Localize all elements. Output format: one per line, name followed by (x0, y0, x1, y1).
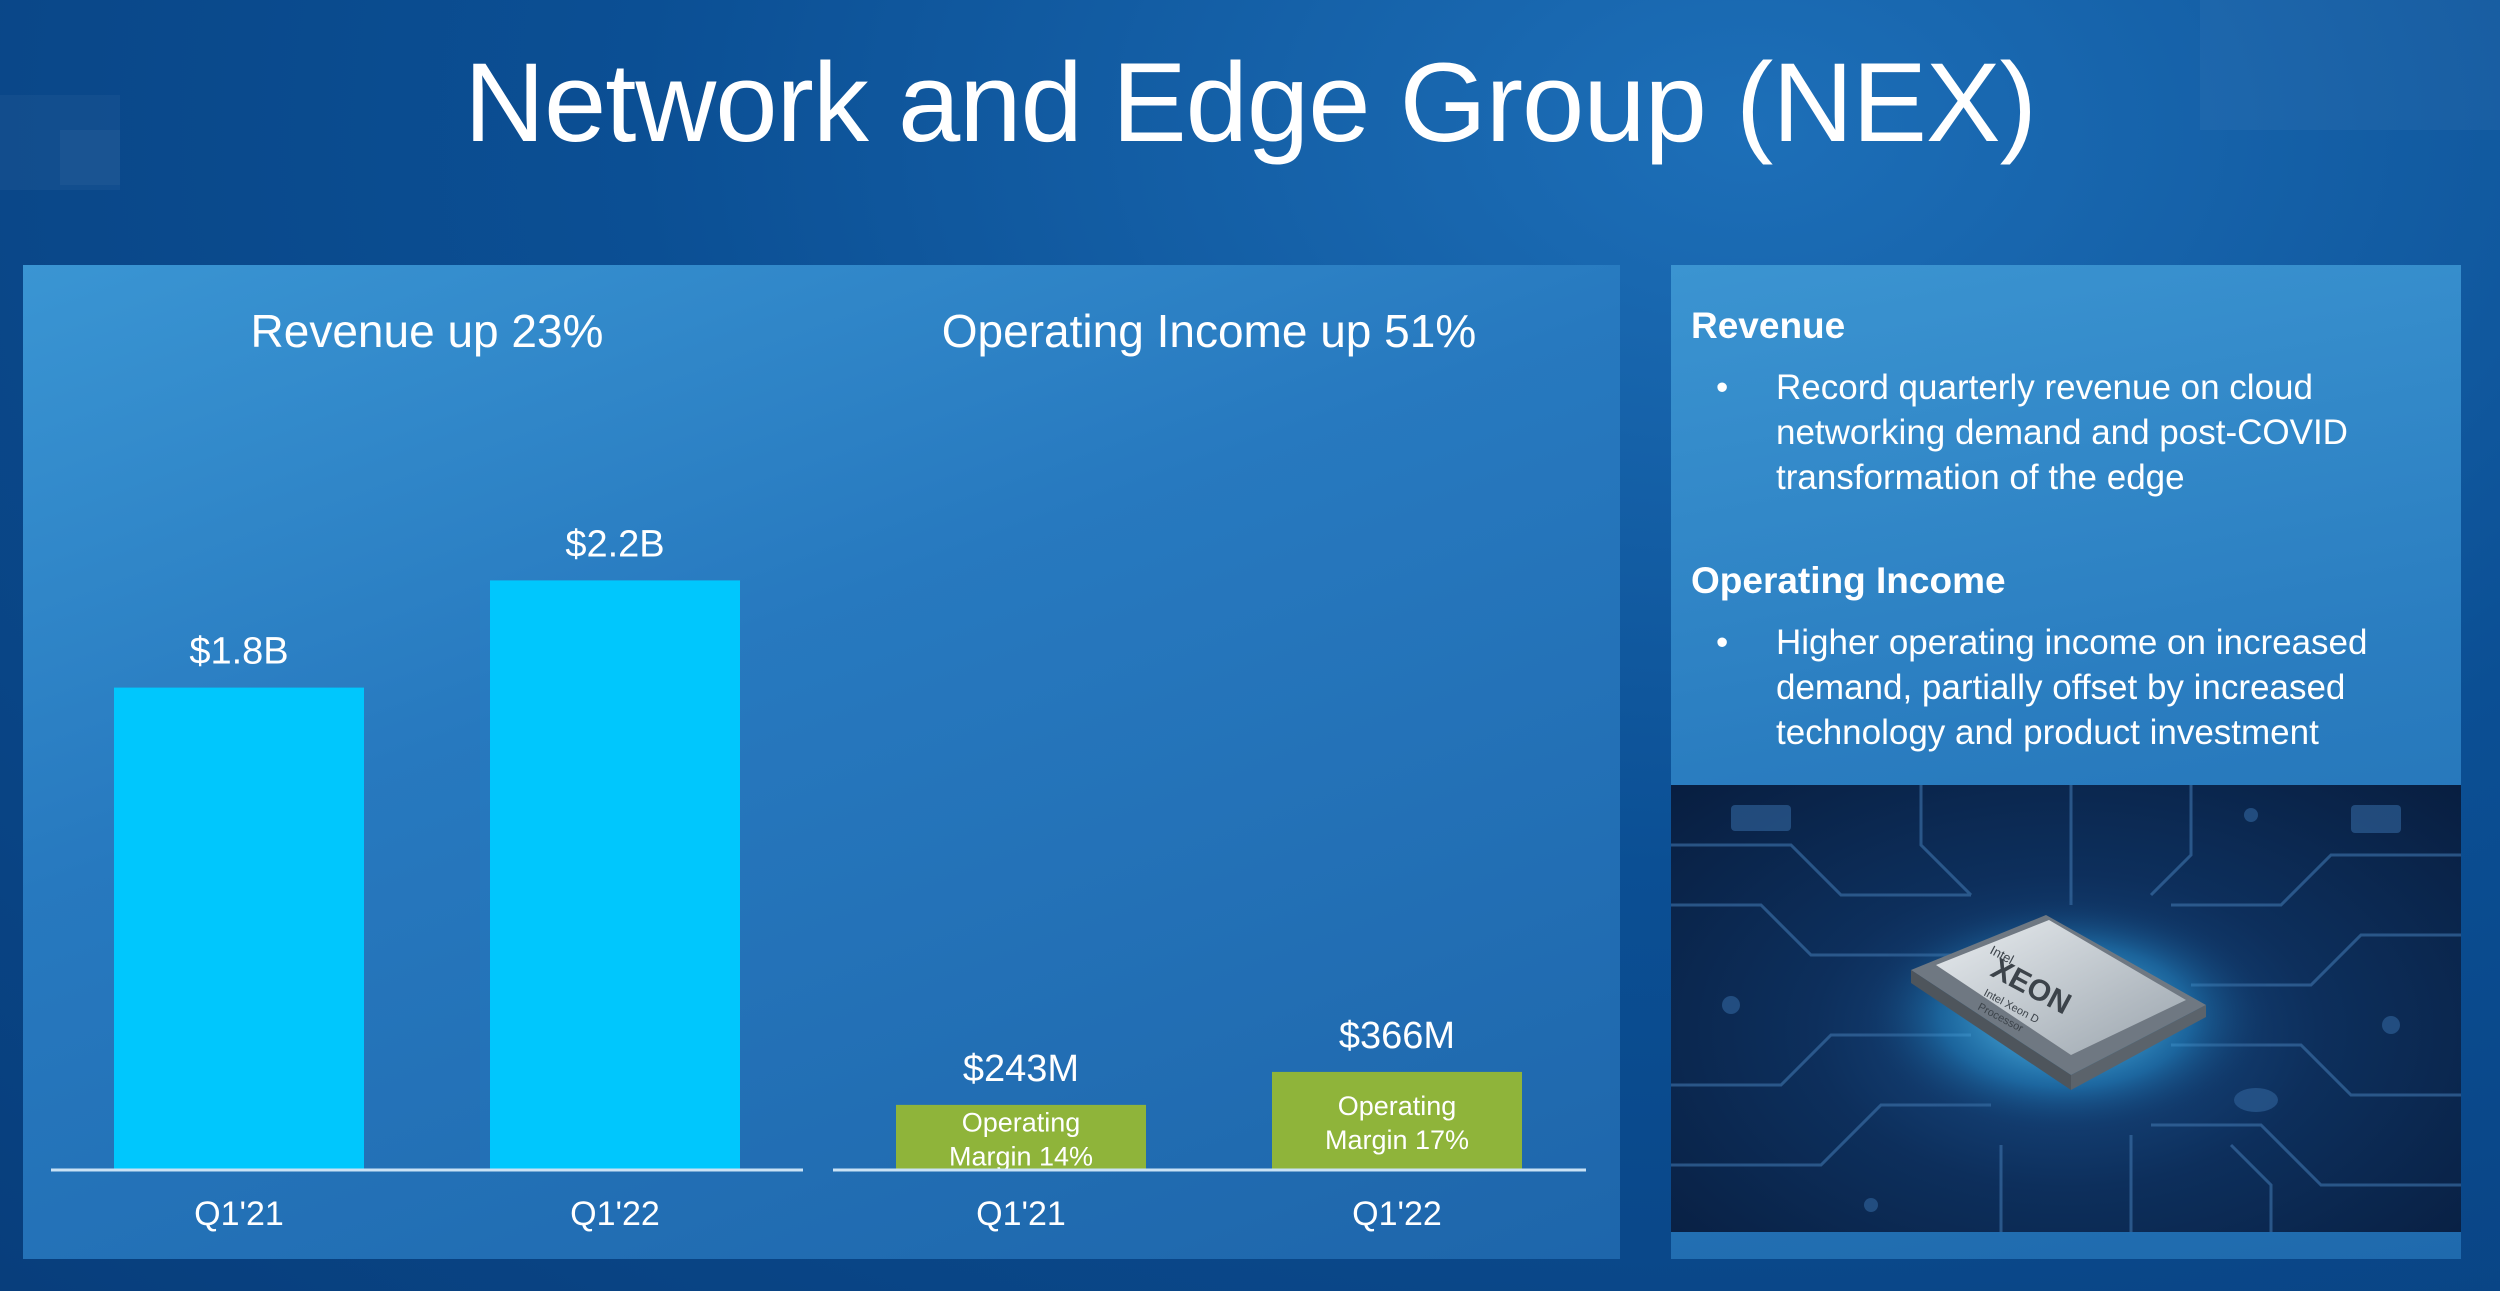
chart-title: Operating Income up 51% (942, 305, 1476, 357)
bullet-line: transformation of the edge (1776, 458, 2185, 497)
bullet-line: networking demand and post-COVID (1776, 413, 2348, 452)
bar-value-label: $243M (963, 1048, 1079, 1090)
category-label: Q1'22 (570, 1195, 660, 1233)
slide-title: Network and Edge Group (NEX) (464, 40, 2037, 165)
bullet-line: demand, partially offset by increased (1776, 668, 2346, 707)
bullet-text: Record quarterly revenue on cloud networ… (1776, 365, 2436, 500)
category-label: Q1'22 (1352, 1195, 1442, 1233)
bullet-icon: • (1716, 368, 1729, 407)
bullet-line: technology and product investment (1776, 713, 2319, 752)
bar-annotation: Margin 17% (1325, 1125, 1469, 1155)
bar (1272, 1071, 1522, 1170)
bar-value-label: $2.2B (565, 523, 664, 565)
bar-value-label: $366M (1339, 1015, 1455, 1057)
chart-title: Revenue up 23% (251, 305, 604, 357)
bar (896, 1104, 1146, 1170)
section-heading-operating-income: Operating Income (1691, 560, 2006, 601)
bar-annotation: Margin 14% (949, 1141, 1093, 1171)
xeon-processor-chip-image: Intel XEON Intel Xeon D Processor (1671, 785, 2461, 1232)
xeon-chip: Intel XEON Intel Xeon D Processor (1911, 915, 2206, 1090)
category-label: Q1'21 (976, 1195, 1066, 1233)
circuit-board-illustration: Intel XEON Intel Xeon D Processor (1671, 785, 2461, 1232)
category-label: Q1'21 (194, 1195, 284, 1233)
bar-annotation: Operating (1338, 1091, 1457, 1121)
bar-value-label: $1.8B (189, 631, 288, 673)
bullet-operating-income: • Higher operating income on increased d… (1716, 620, 2416, 760)
bullet-line: Higher operating income on increased (1776, 623, 2368, 662)
bar-charts: Revenue up 23% $1.8B Q1'21 $2.2B Q1'22 Operat… (51, 305, 1586, 1233)
bullet-revenue: • Record quarterly revenue on cloud netw… (1716, 365, 2416, 505)
bar-annotation: Operating (962, 1107, 1081, 1137)
bullet-text: Higher operating income on increased dem… (1776, 620, 2436, 755)
bar (114, 687, 364, 1170)
bullet-icon: • (1716, 623, 1729, 662)
bar (490, 580, 740, 1170)
bullet-line: Record quarterly revenue on cloud (1776, 368, 2313, 407)
circuit-pads (1722, 805, 2401, 1212)
charts-panel: Revenue up 23% $1.8B Q1'21 $2.2B Q1'22 Operat… (23, 265, 1620, 1259)
section-heading-revenue: Revenue (1691, 305, 1846, 346)
